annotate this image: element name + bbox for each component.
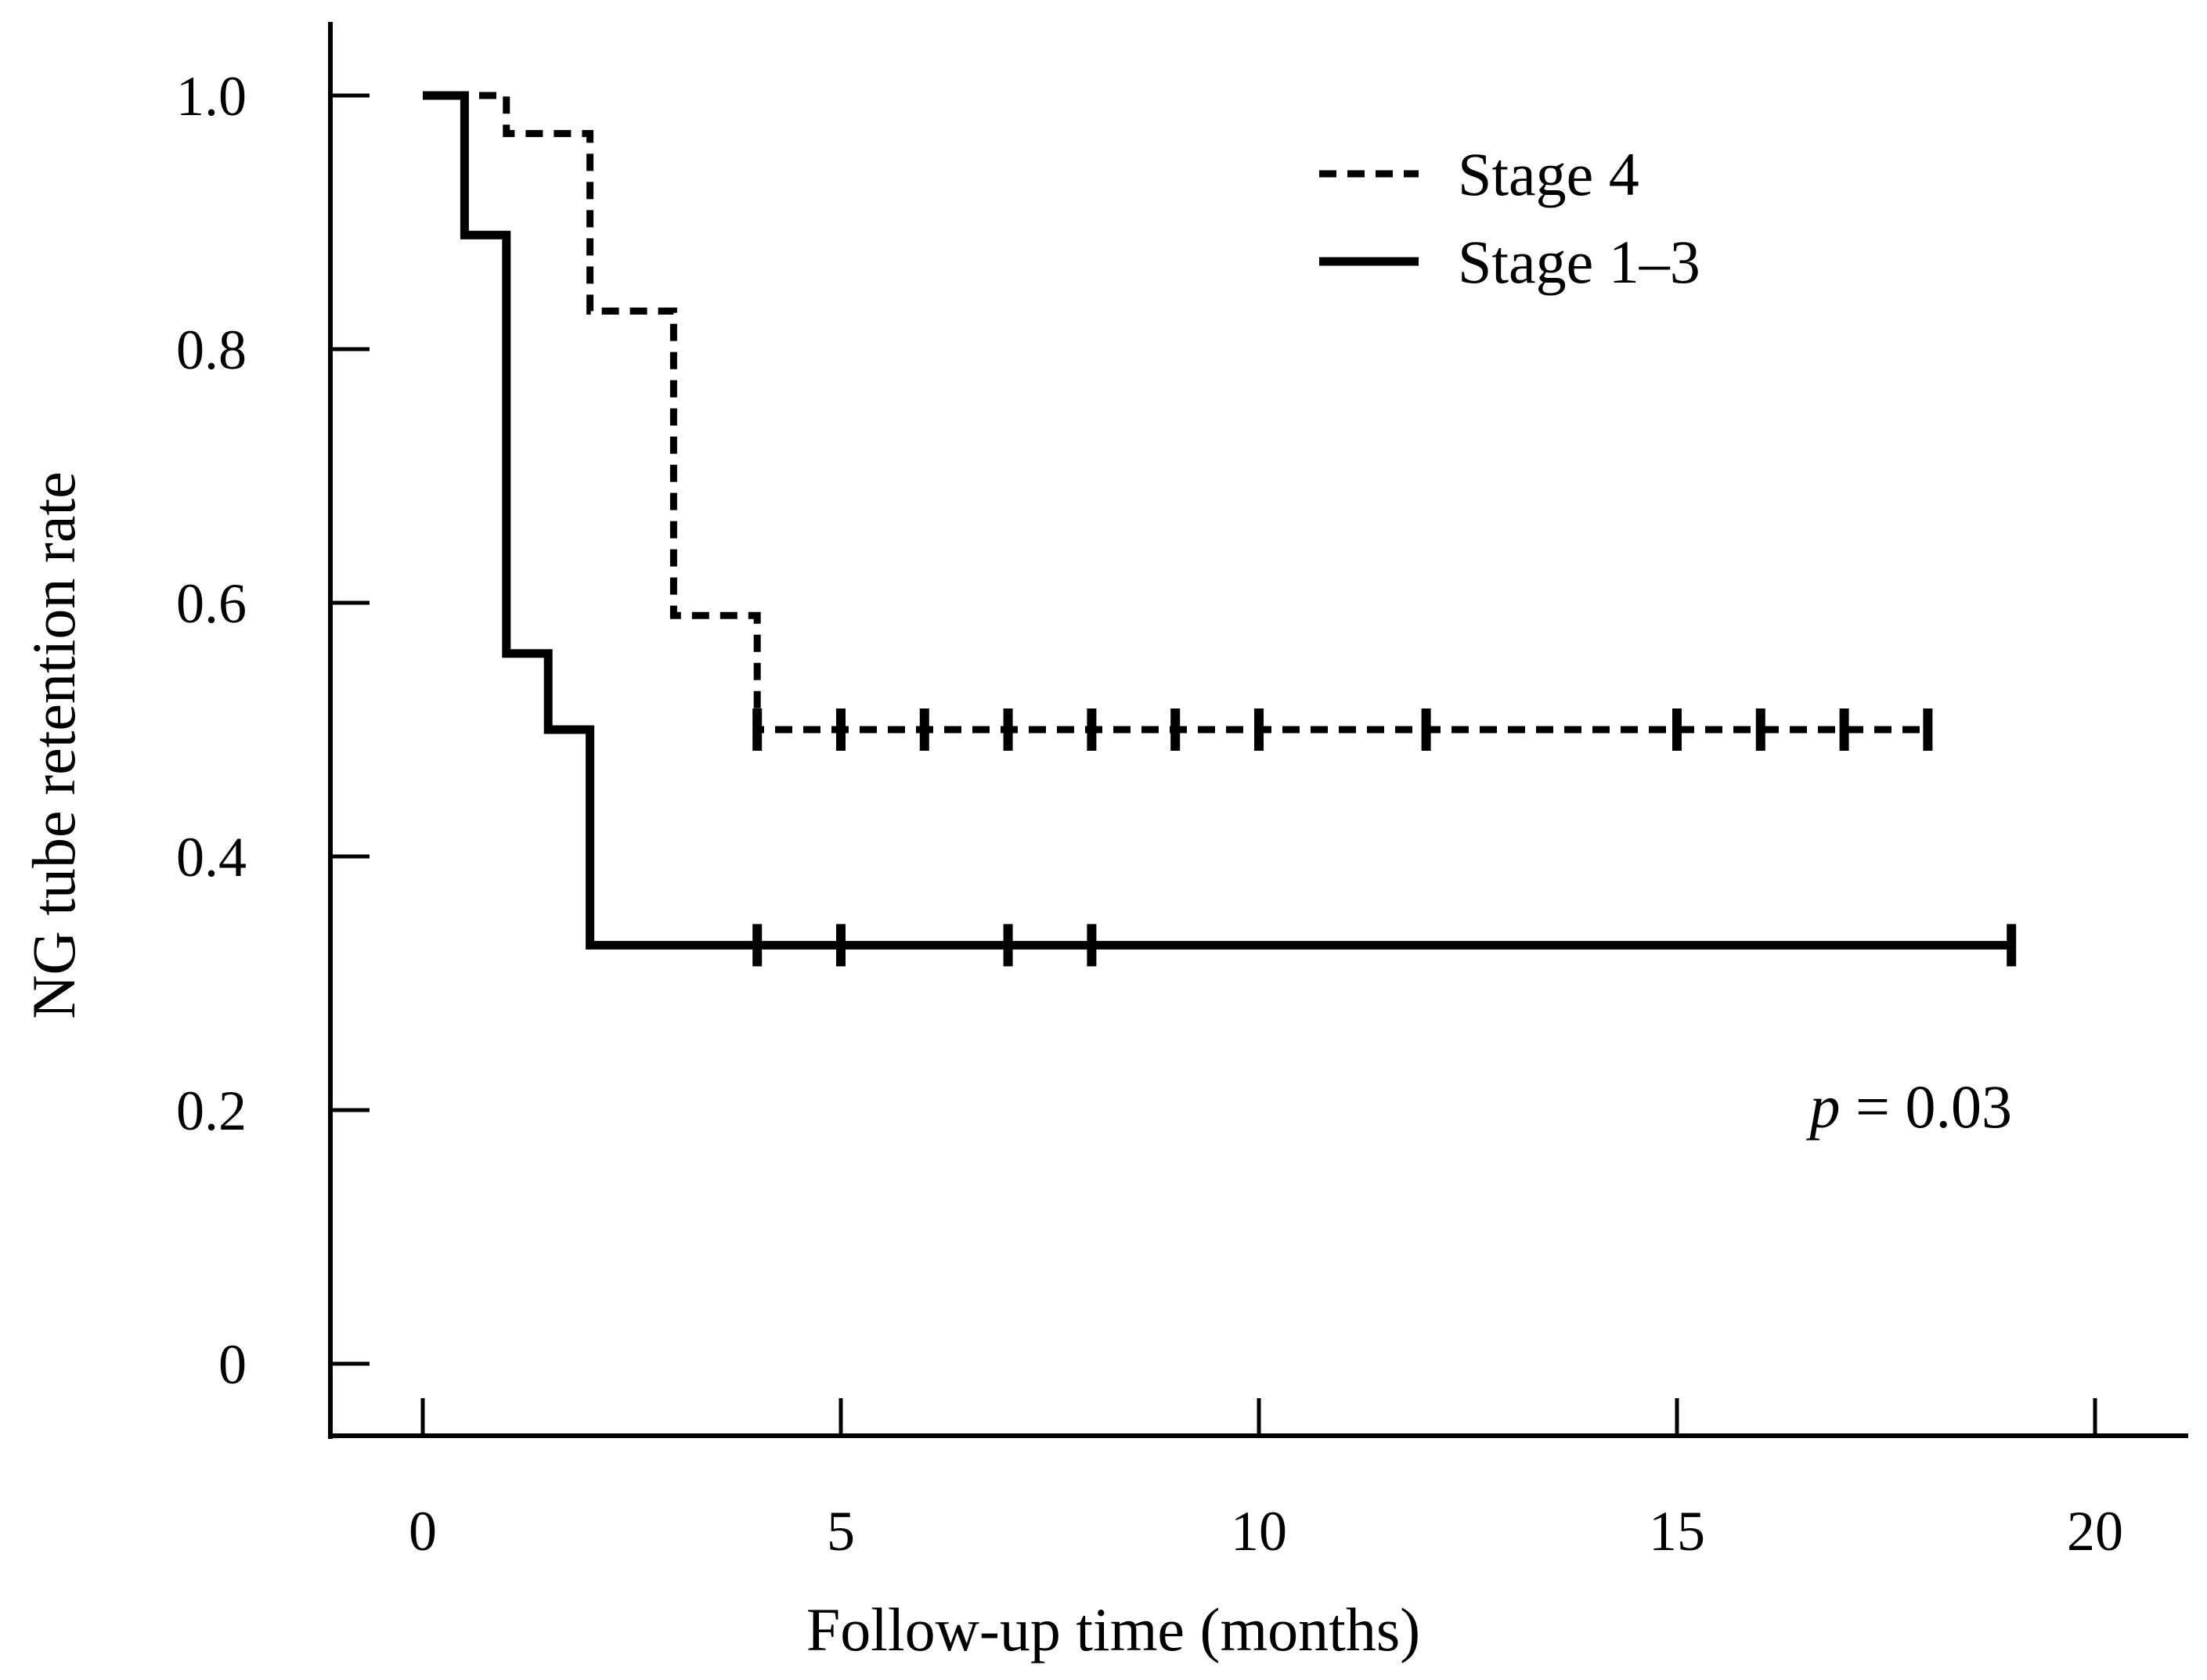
legend: Stage 4 Stage 1–3 xyxy=(1319,140,1700,296)
series-stage-4 xyxy=(423,92,1933,751)
x-axis-title: Follow-up time (months) xyxy=(806,1595,1420,1664)
legend-label: Stage 4 xyxy=(1458,140,1639,208)
x-tick-label: 15 xyxy=(1649,1500,1705,1563)
x-tick-label: 20 xyxy=(2067,1500,2123,1563)
y-tick-label: 0.6 xyxy=(176,572,247,635)
p-value-text: = 0.03 xyxy=(1841,1073,2013,1141)
y-tick-label: 0.2 xyxy=(176,1080,247,1142)
x-tick-label: 10 xyxy=(1231,1500,1287,1563)
survival-curve xyxy=(423,91,2012,950)
y-tick-label: 0.8 xyxy=(176,319,247,381)
legend-label: Stage 1–3 xyxy=(1458,228,1700,296)
axes: 0 0.2 0.4 0.6 0.8 1.0 0 5 10 15 20 Follow-up time (… xyxy=(20,22,2188,1664)
series-stage-1-3 xyxy=(423,91,2017,967)
x-tick-label: 0 xyxy=(409,1500,437,1563)
x-tick-label: 5 xyxy=(827,1500,855,1563)
y-tick-label: 0.4 xyxy=(176,826,247,889)
survival-curve xyxy=(423,92,1928,734)
p-value-annotation: p = 0.03 xyxy=(1806,1073,2013,1141)
p-value-symbol: p xyxy=(1806,1073,1841,1141)
y-axis-title: NG tube retention rate xyxy=(20,471,88,1019)
y-tick-label: 1.0 xyxy=(176,65,247,128)
y-tick-label: 0 xyxy=(218,1333,247,1396)
series-layer xyxy=(423,91,2017,967)
